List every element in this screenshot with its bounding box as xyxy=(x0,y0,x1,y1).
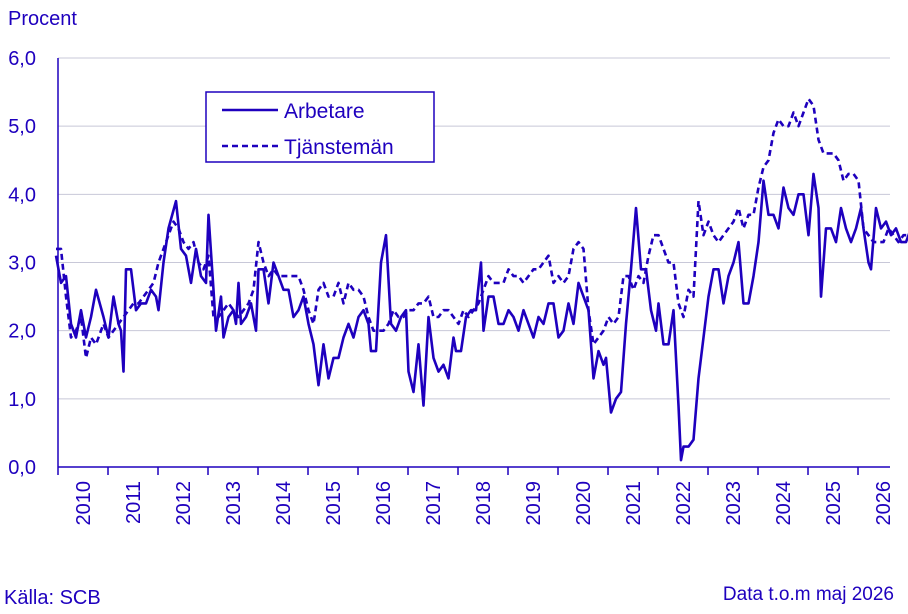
y-tick-label: 6,0 xyxy=(8,48,36,70)
grid-lines xyxy=(58,57,890,400)
x-axis-ticks: 2010 2011 2012 2013 2014 2015 2016 2017 2018 2019… xyxy=(57,467,895,526)
x-tick-label: 2015 xyxy=(323,481,345,526)
x-tick-label: 2022 xyxy=(673,481,695,526)
x-tick-label: 2018 xyxy=(473,481,495,526)
x-tick-label: 2012 xyxy=(173,481,195,526)
legend: Arbetare Tjänstemän xyxy=(205,91,435,163)
x-tick-label: 2021 xyxy=(623,481,645,526)
series-line-tjanstemen xyxy=(56,97,908,360)
x-tick-label: 2011 xyxy=(123,481,145,524)
y-tick-label: 1,0 xyxy=(8,389,36,411)
source-label: Källa: SCB xyxy=(4,587,101,609)
x-tick-label: 2013 xyxy=(223,481,245,526)
x-tick-label: 2017 xyxy=(423,481,445,526)
y-axis-label: Procent xyxy=(8,8,77,30)
x-tick-label: 2024 xyxy=(773,481,795,526)
x-tick-label: 2014 xyxy=(273,481,295,526)
x-tick-label: 2020 xyxy=(573,481,595,526)
y-tick-label: 0,0 xyxy=(8,457,36,479)
x-tick-label: 2019 xyxy=(523,481,545,526)
series-lines xyxy=(54,97,908,462)
legend-label: Arbetare xyxy=(284,100,365,123)
y-tick-label: 2,0 xyxy=(8,321,36,343)
y-axis-ticks: 0,0 1,0 2,0 3,0 4,0 5,0 6,0 xyxy=(8,48,36,479)
y-tick-label: 4,0 xyxy=(8,184,36,206)
x-tick-label: 2025 xyxy=(823,481,845,526)
y-tick-label: 5,0 xyxy=(8,116,36,138)
x-tick-label: 2023 xyxy=(723,481,745,526)
legend-box xyxy=(205,91,435,163)
series-line-arbetare xyxy=(54,172,908,462)
x-tick-label: 2016 xyxy=(373,481,395,526)
x-tick-label: 2010 xyxy=(73,481,95,526)
data-note: Data t.o.m maj 2026 xyxy=(722,584,894,605)
x-tick-label: 2026 xyxy=(873,481,895,526)
legend-label: Tjänstemän xyxy=(284,136,394,159)
y-tick-label: 3,0 xyxy=(8,253,36,275)
